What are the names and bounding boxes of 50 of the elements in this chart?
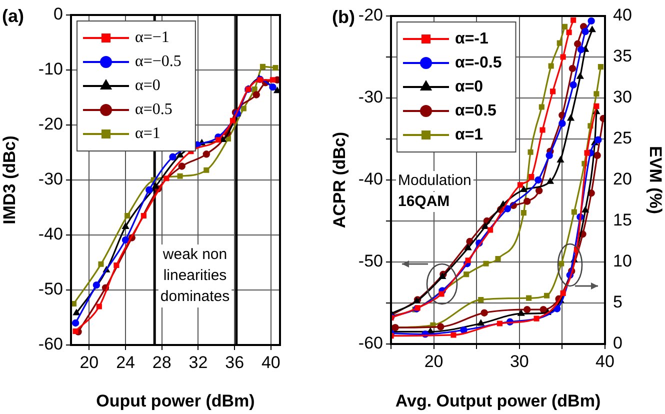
x-axis-title: Avg. Output power (dBm) [395,391,601,410]
legend-label: α=0 [455,78,484,96]
y2-tick-label: 20 [613,170,632,189]
x-tick-label: 40 [596,352,614,371]
x-tick-label: 24 [116,352,135,372]
chart-title: (a) [2,6,24,26]
legend-label: α=0.5 [455,102,497,120]
y2-tick-label: 10 [613,252,632,271]
y2-tick-label: 35 [613,46,632,66]
legend-label: α=1 [135,125,160,142]
y-tick-label: -60 [358,334,383,353]
legend-label: α=0 [135,77,160,94]
y-tick-label: -20 [38,114,63,134]
y-tick-label: -20 [358,6,383,25]
y-tick-label: -60 [38,334,63,354]
y-tick-label: -30 [38,170,63,189]
y-tick-label: -40 [38,224,63,244]
y-tick-label: -40 [358,170,383,189]
y-tick-label: -10 [38,60,63,79]
legend-label: α=-1 [455,30,489,48]
legend-label: α=1 [455,126,484,144]
annotation: 16QAM [398,193,450,210]
x-tick-label: 30 [510,352,529,371]
annotation: weak non linearities dominates [160,246,230,306]
y2-tick-label: 5 [613,292,622,312]
legend-label: α=0.5 [135,101,172,118]
x-tick-label: 20 [424,352,444,371]
y2-tick-label: 15 [613,210,632,230]
y-axis-title: IMD3 (dBc) [0,136,19,224]
y-tick-label: -50 [38,280,63,299]
legend-label: α=-0.5 [455,54,502,72]
x-tick-label: 40 [261,352,280,372]
y2-tick-label: 0 [613,334,622,353]
x-axis-title: Ouput power (dBm) [96,391,255,410]
annotation: Modulation [398,172,472,190]
x-tick-label: 28 [152,352,172,372]
y2-tick-label: 25 [613,128,632,148]
x-tick-label: 20 [80,352,99,372]
y-axis-title: ACPR (dBc) [330,132,349,228]
y2-axis-title: EVM (%) [646,146,665,214]
legend-label: α=−1 [135,29,170,46]
y-tick-label: 0 [54,4,63,24]
legend-label: α=−0.5 [135,53,182,70]
y-tick-label: -30 [358,88,383,107]
chart-title: (b) [332,6,355,27]
y-tick-label: -50 [358,252,383,271]
x-tick-label: 36 [225,352,244,372]
x-tick-label: 32 [188,352,208,372]
y2-tick-label: 30 [613,88,632,107]
y2-tick-label: 40 [613,6,632,25]
